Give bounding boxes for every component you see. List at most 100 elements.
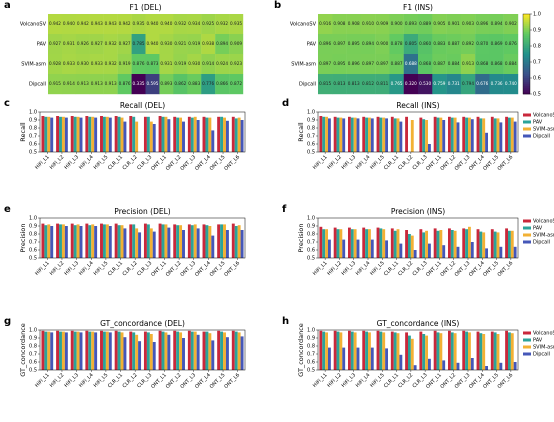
legend-label: SVIM-asm [533, 127, 554, 133]
bar [433, 228, 437, 258]
bar [161, 331, 165, 370]
colorbar-seg [523, 42, 530, 45]
colorbar-seg [523, 54, 530, 57]
bar [76, 116, 80, 152]
bar [496, 118, 500, 152]
cell-label: 0.930 [77, 61, 89, 66]
cell-label: 0.878 [391, 41, 403, 46]
bar [237, 117, 241, 152]
y-tick-label: 1.0 [29, 216, 37, 222]
heat-cell [159, 74, 174, 95]
y-tick-label: 0.6 [307, 360, 315, 366]
cell-label: 0.897 [362, 61, 374, 66]
bar [490, 116, 494, 152]
bar [64, 226, 68, 258]
colorbar-seg [523, 92, 530, 95]
bar [456, 362, 460, 370]
bar [399, 243, 403, 258]
heat-cell [346, 34, 362, 55]
bar [336, 117, 340, 152]
bar [100, 116, 103, 152]
bar [202, 331, 206, 370]
bar [362, 116, 366, 152]
y-tick-label: 0.7 [29, 352, 37, 358]
bar [399, 121, 403, 152]
heat-cell [375, 54, 390, 75]
colorbar-seg [523, 52, 530, 55]
bar [85, 116, 89, 152]
bar [453, 117, 457, 152]
cell-label: 0.927 [49, 41, 61, 46]
cell-label: 0.913 [462, 61, 474, 66]
bar [149, 121, 153, 152]
heat-cell [446, 14, 462, 35]
bar [439, 333, 443, 370]
colorbar-label: 0.8 [533, 44, 541, 50]
panel-letter: c [4, 98, 10, 109]
bar [510, 333, 514, 370]
bar [105, 331, 109, 370]
heat-cell [48, 14, 63, 35]
bar [413, 365, 417, 370]
cell-label: 0.928 [49, 61, 61, 66]
bar [470, 242, 474, 258]
bar [368, 117, 371, 152]
x-tick-label: HiFi_L1 [312, 372, 329, 389]
bar [85, 223, 89, 258]
bar [396, 229, 400, 258]
bar [50, 226, 54, 258]
bar [476, 116, 480, 152]
bar [76, 331, 80, 370]
x-tick-label: HiFi_L2 [326, 372, 343, 389]
cell-label: 0.894 [491, 21, 503, 26]
row-label: Dipcall [29, 82, 46, 88]
cell-label: 0.876 [133, 61, 145, 66]
legend-label: VolcanoSV [533, 113, 554, 119]
bar [405, 230, 408, 258]
colorbar-seg [523, 50, 530, 53]
panel-letter: g [4, 316, 11, 327]
bar [390, 331, 394, 370]
heat-cell [75, 34, 90, 55]
bars [319, 330, 517, 370]
heat-cell [215, 14, 230, 35]
cell-label: 0.884 [505, 61, 517, 66]
y-tick-label: 1.0 [307, 328, 315, 334]
bar [450, 117, 454, 152]
bar [70, 116, 74, 152]
bar [370, 239, 374, 258]
y-tick-label: 0.5 [29, 256, 37, 262]
bar [158, 330, 162, 370]
bar [342, 239, 346, 258]
bar [462, 330, 466, 370]
legend-swatch [523, 331, 531, 335]
bar [149, 228, 153, 258]
x-tick-label: HiFi_L3 [63, 154, 80, 171]
bar [376, 227, 380, 258]
cell-label: 0.897 [319, 61, 331, 66]
y-tick-label: 0.6 [307, 248, 315, 254]
axes-frame [39, 329, 246, 371]
heat-cell [61, 74, 77, 95]
bar [59, 331, 62, 370]
bar [220, 116, 224, 152]
bar [376, 330, 380, 370]
cell-label: 0.860 [419, 41, 431, 46]
y-axis-label: Precision [297, 223, 305, 252]
heat-cell [131, 74, 146, 95]
bar [342, 118, 346, 152]
colorbar-seg [523, 58, 530, 61]
y-tick-label: 0.6 [29, 360, 37, 366]
colorbar-seg [523, 68, 530, 71]
cell-label: 0.923 [230, 61, 242, 66]
bar [325, 229, 328, 258]
bar [439, 230, 443, 258]
bar [100, 223, 103, 258]
cell-label: 0.813 [333, 81, 345, 86]
bar [179, 117, 183, 152]
bar [410, 120, 414, 152]
bar [187, 224, 191, 258]
bar [234, 331, 238, 370]
bar [108, 332, 112, 370]
cell-label: 0.887 [448, 41, 460, 46]
